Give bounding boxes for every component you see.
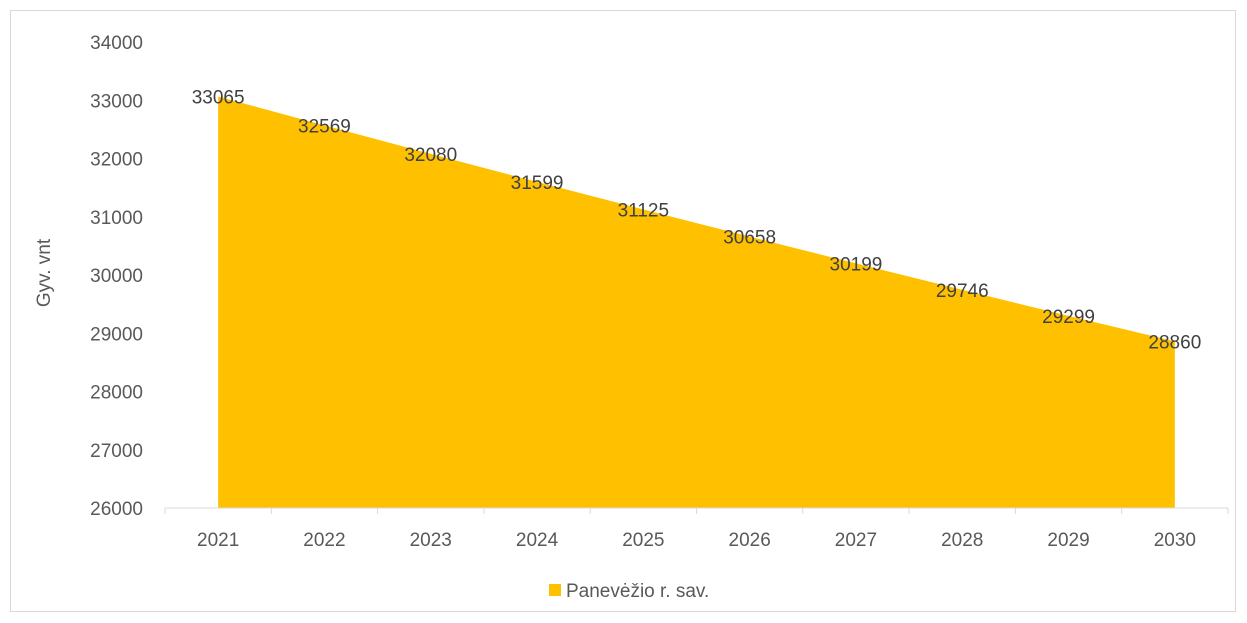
x-tick-label: 2024 <box>516 530 559 551</box>
data-label: 33065 <box>192 87 245 108</box>
x-tick-label: 2023 <box>410 530 452 551</box>
data-label: 30658 <box>723 228 776 249</box>
legend: Panevėžio r. sav. <box>549 581 709 602</box>
legend-label: Panevėžio r. sav. <box>566 581 709 602</box>
data-label: 30199 <box>830 254 883 275</box>
x-tick-label: 2022 <box>303 530 345 551</box>
y-tick-label: 30000 <box>90 266 143 287</box>
y-axis-title: Gyv. vnt <box>34 238 55 307</box>
y-tick-label: 33000 <box>90 91 143 112</box>
y-tick-label: 29000 <box>90 324 143 345</box>
x-tick-label: 2026 <box>729 530 771 551</box>
x-tick-label: 2021 <box>197 530 239 551</box>
series-area-panevezio <box>218 96 1175 509</box>
y-tick-label: 27000 <box>90 441 143 462</box>
y-tick-label: 32000 <box>90 150 143 171</box>
y-tick-label: 34000 <box>90 33 143 54</box>
x-tick-label: 2028 <box>941 530 983 551</box>
y-tick-label: 26000 <box>90 499 143 520</box>
y-tick-label: 28000 <box>90 383 143 404</box>
data-label: 29746 <box>936 281 989 302</box>
legend-swatch <box>549 584 561 596</box>
x-tick-label: 2025 <box>622 530 664 551</box>
y-axis: 26000 27000 28000 29000 30000 31000 32000 33000… <box>90 33 143 520</box>
x-tick-label: 2029 <box>1047 530 1089 551</box>
data-label: 28860 <box>1148 332 1201 353</box>
data-label: 31125 <box>618 200 669 221</box>
x-axis: 2021 2022 2023 2024 2025 2026 2027 2028 2029 2030 <box>164 507 1229 551</box>
y-tick-label: 31000 <box>90 208 143 229</box>
data-labels: 33065 32569 32080 31599 31125 30658 30199 29746… <box>192 87 1202 353</box>
data-label: 29299 <box>1042 307 1095 328</box>
data-label: 32569 <box>298 116 351 137</box>
data-label: 32080 <box>404 145 457 166</box>
x-tick-label: 2030 <box>1154 530 1196 551</box>
x-tick-label: 2027 <box>835 530 877 551</box>
data-label: 31599 <box>511 173 564 194</box>
plot-area <box>218 96 1175 509</box>
